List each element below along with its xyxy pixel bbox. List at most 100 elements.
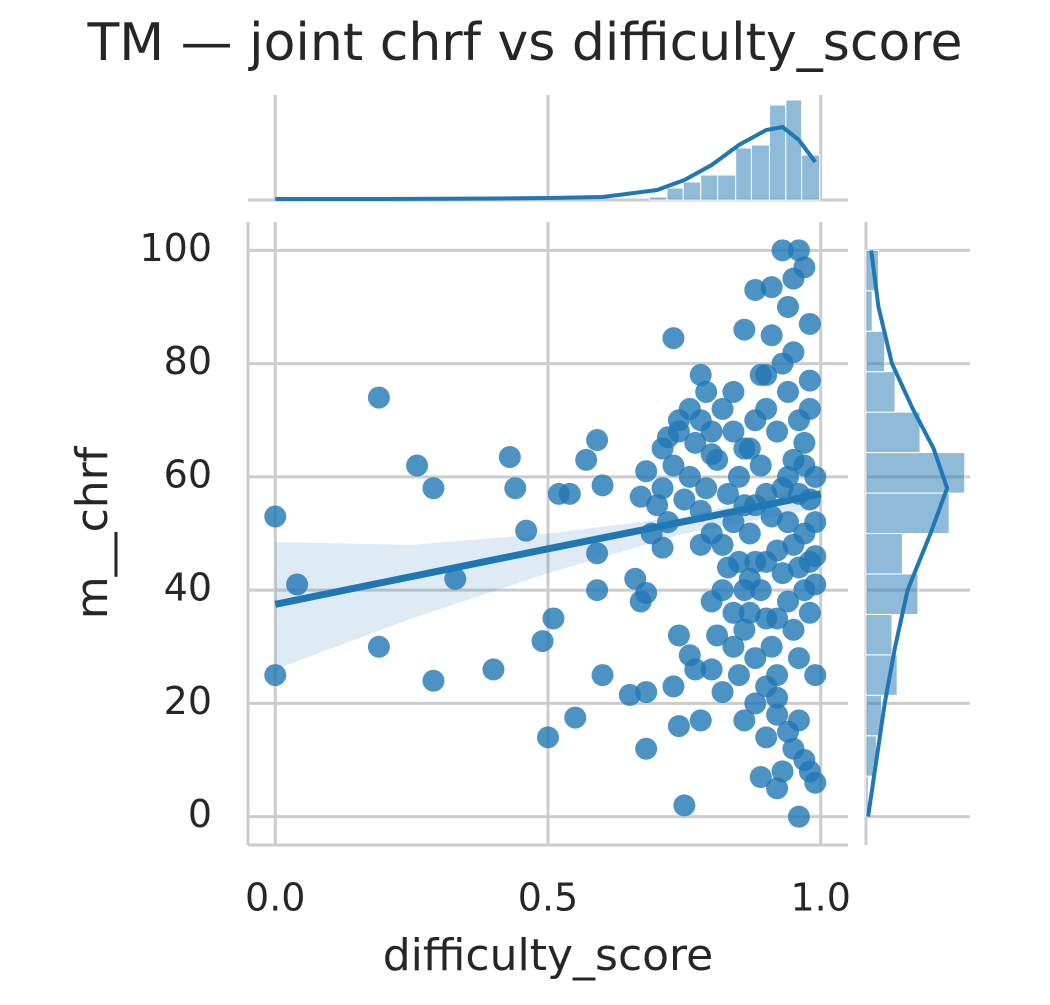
scatter-point xyxy=(591,664,614,687)
x-tick-label: 0.5 xyxy=(518,876,578,920)
regression-line xyxy=(274,490,822,608)
scatter-point xyxy=(717,482,739,505)
histogram-bar xyxy=(865,411,921,454)
scatter-point xyxy=(564,706,587,729)
scatter-point xyxy=(537,726,559,749)
y-tick-label: 40 xyxy=(164,566,212,610)
histogram-bar xyxy=(865,533,903,575)
scatter-point xyxy=(727,465,750,488)
scatter-point xyxy=(646,494,669,517)
x-tick-label: 1.0 xyxy=(791,876,851,920)
chart-title: TM — joint chrf vs difficulty_score xyxy=(86,13,962,73)
scatter-point xyxy=(662,454,685,477)
scatter-point xyxy=(504,477,527,500)
scatter-point xyxy=(678,465,701,488)
scatter-point xyxy=(531,630,554,653)
scatter-point xyxy=(787,805,810,828)
scatter-point xyxy=(782,737,805,760)
kde-curve xyxy=(275,124,817,201)
scatter-point xyxy=(575,448,598,471)
scatter-point xyxy=(422,477,445,500)
scatter-point xyxy=(798,397,821,420)
scatter-point xyxy=(684,658,707,681)
scatter-point xyxy=(717,556,739,579)
scatter-point xyxy=(733,618,756,641)
scatter-point xyxy=(673,488,696,511)
scatter-point xyxy=(558,482,581,505)
scatter-point xyxy=(711,681,734,704)
histogram-bar xyxy=(865,290,873,332)
scatter-point xyxy=(689,363,712,386)
scatter-point xyxy=(722,420,745,443)
y-tick-label: 0 xyxy=(188,792,212,836)
scatter-point xyxy=(738,567,761,590)
scatter-point xyxy=(771,239,794,262)
scatter-point xyxy=(684,431,707,454)
scatter-point xyxy=(744,647,767,670)
scatter-point xyxy=(722,635,745,658)
scatter-point xyxy=(749,766,772,789)
scatter-point xyxy=(744,278,767,301)
scatter-point xyxy=(635,581,658,604)
scatter-point xyxy=(367,386,390,409)
histogram-bar xyxy=(682,181,702,201)
scatter-point xyxy=(422,669,445,692)
scatter-point xyxy=(635,681,658,704)
scatter-point xyxy=(798,369,821,392)
scatter-point xyxy=(777,295,799,318)
scatter-point xyxy=(286,573,309,596)
histogram-bar xyxy=(768,104,787,201)
scatter-point xyxy=(760,324,783,347)
scatter-point xyxy=(755,397,778,420)
scatter-point xyxy=(766,607,789,630)
scatter-point xyxy=(727,664,750,687)
scatter-point xyxy=(515,519,538,542)
y-axis-label: m__chrf xyxy=(67,445,118,619)
y-tick-label: 100 xyxy=(139,226,212,270)
scatter-point xyxy=(444,567,467,590)
scatter-point xyxy=(711,397,734,420)
y-tick-label: 60 xyxy=(164,452,212,496)
scatter-point xyxy=(706,624,729,647)
scatter-point xyxy=(542,607,565,630)
scatter-point xyxy=(787,709,810,732)
histogram-bar xyxy=(648,196,668,201)
scatter-point xyxy=(793,431,816,454)
scatter-point xyxy=(755,550,778,573)
scatter-point xyxy=(689,709,712,732)
scatter-point xyxy=(367,635,390,658)
scatter-point xyxy=(733,709,756,732)
scatter-point xyxy=(782,341,805,364)
scatter-point xyxy=(771,562,794,585)
histogram-bar xyxy=(717,174,737,201)
scatter-point xyxy=(733,318,756,341)
scatter-point xyxy=(662,675,685,698)
histogram-bar xyxy=(865,371,896,413)
scatter-point xyxy=(804,771,827,794)
histogram-bar xyxy=(700,174,719,201)
confidence-band xyxy=(275,485,821,670)
scatter-point xyxy=(793,522,816,545)
scatter-point xyxy=(744,692,767,715)
scatter-point xyxy=(771,760,794,783)
scatter-point xyxy=(700,443,723,466)
scatter-point xyxy=(673,794,696,817)
scatter-point xyxy=(586,579,609,602)
histogram-bar xyxy=(865,330,886,373)
kde-curve xyxy=(866,250,950,817)
scatter-point xyxy=(760,635,783,658)
scatter-point xyxy=(793,256,816,279)
histogram-bar xyxy=(865,492,950,535)
scatter-point xyxy=(766,703,789,726)
histogram-bar xyxy=(865,613,893,656)
scatter-point xyxy=(667,420,690,443)
scatter-point xyxy=(738,522,761,545)
scatter-point xyxy=(482,658,505,681)
scatter-point xyxy=(782,618,805,641)
scatter-point xyxy=(695,380,718,403)
y-tick-label: 80 xyxy=(164,339,212,383)
scatter-point xyxy=(749,363,772,386)
scatter-point xyxy=(695,477,718,500)
histogram-bar xyxy=(785,99,803,201)
scatter-point xyxy=(766,420,789,443)
